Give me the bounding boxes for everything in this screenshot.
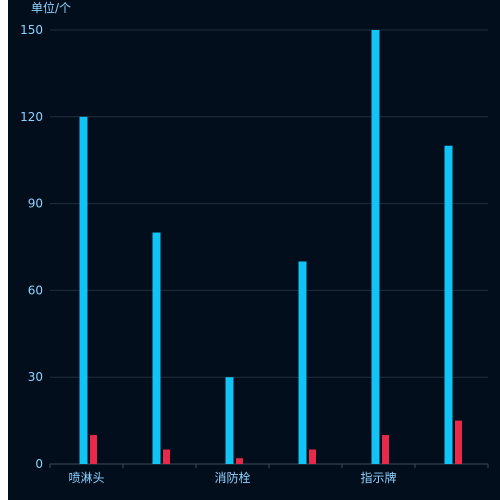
y-tick-label: 90 [28,197,43,211]
y-tick-label: 0 [35,457,43,471]
bars [79,30,462,465]
y-tick-label: 30 [28,370,43,384]
x-tick-label: 喷淋头 [68,471,104,485]
bar-series-1 [371,30,380,464]
bar-series-1 [79,116,88,465]
chart-panel: 单位/个 0 30 60 90 120 150 喷淋头 消防栓 指示牌 [8,0,500,500]
bar-series-2 [309,449,316,464]
bar-series-2 [163,449,170,464]
x-axis: 喷淋头 消防栓 指示牌 [49,464,489,485]
bar-series-2 [236,458,243,464]
y-tick-label: 60 [28,283,43,297]
bar-series-2 [90,435,97,464]
y-axis-label: 单位/个 [31,0,71,15]
bar-series-1 [225,377,234,464]
y-axis-ticks: 0 30 60 90 120 150 [20,23,43,471]
x-tick-label: 指示牌 [360,470,396,485]
y-tick-label: 120 [20,110,43,124]
grid-lines [50,29,488,465]
bar-series-1 [298,261,307,464]
y-tick-label: 150 [20,23,43,37]
x-tick-label: 消防栓 [214,470,250,485]
bar-series-2 [455,420,462,464]
bar-series-2 [382,435,389,464]
bar-chart: 单位/个 0 30 60 90 120 150 喷淋头 消防栓 指示牌 [20,0,489,485]
bar-series-1 [152,232,161,464]
bar-series-1 [444,145,453,464]
